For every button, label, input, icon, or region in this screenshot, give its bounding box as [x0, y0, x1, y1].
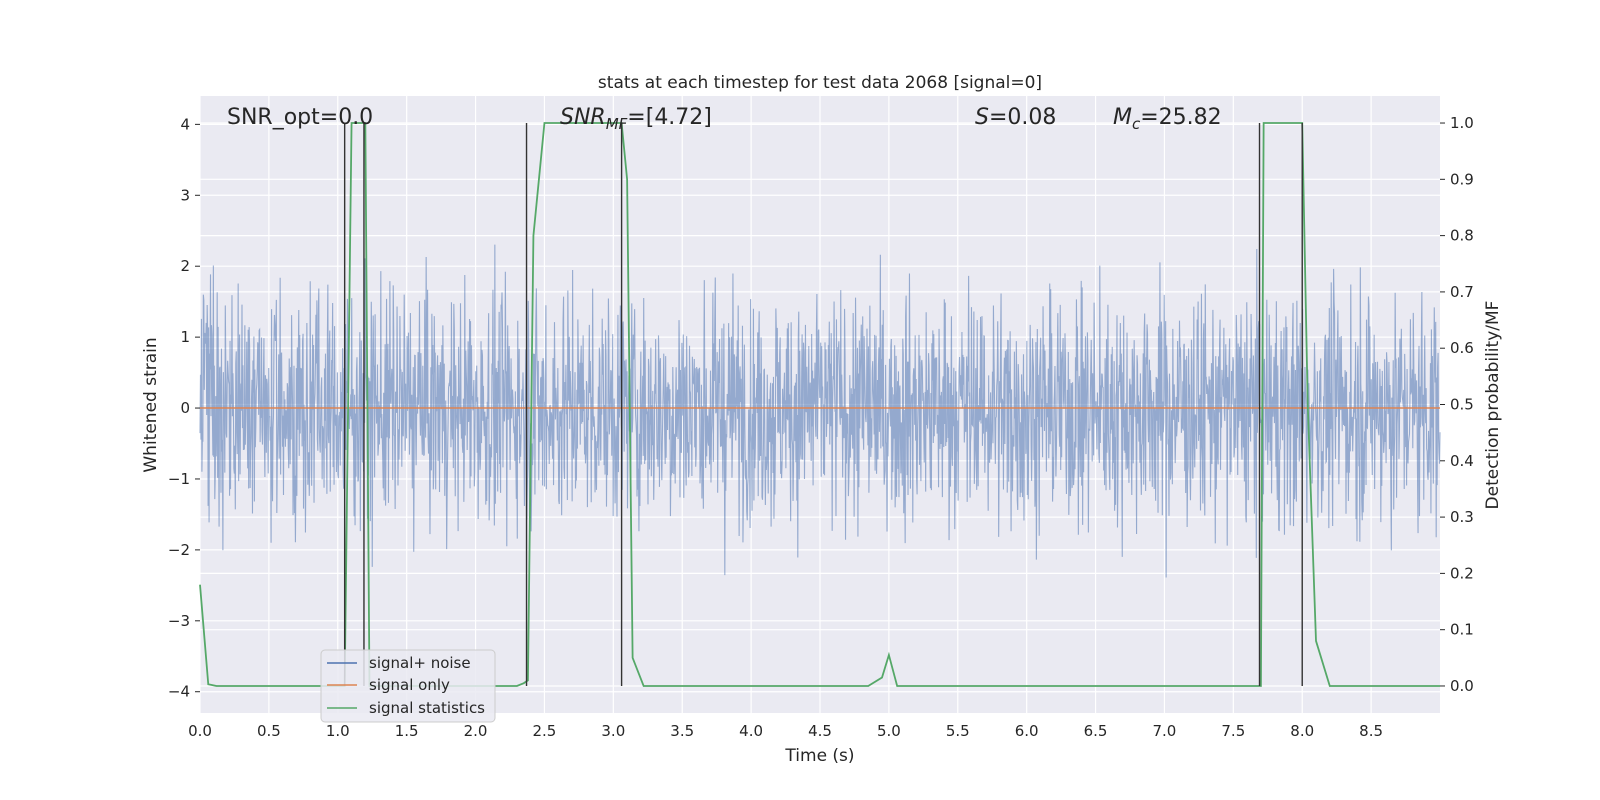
x-tick-label: 8.0 [1290, 722, 1314, 740]
legend-box [320, 649, 496, 723]
x-tick-label: 5.0 [877, 722, 901, 740]
mc-sub: c [1132, 115, 1141, 133]
vertical-markers [343, 123, 1303, 686]
annotation-snr-mf: SNRMF=[4.72] [560, 105, 712, 133]
y-tick-label: 2 [180, 257, 190, 275]
signal-noise-series [199, 244, 1441, 578]
y2-tick-label: 1.0 [1450, 114, 1474, 132]
mc-value: =25.82 [1140, 105, 1221, 130]
legend-label-signal-noise: signal+ noise [369, 654, 471, 672]
snr-mf-sub: MF [606, 115, 628, 133]
chart-title: stats at each timestep for test data 206… [598, 73, 1042, 93]
x-tick-label: 0.5 [257, 722, 281, 740]
y2-tick-label: 0.7 [1450, 283, 1474, 301]
x-tick-label: 5.5 [946, 722, 970, 740]
x-tick-label: 4.5 [808, 722, 832, 740]
x-axis-label: Time (s) [784, 746, 854, 766]
s-value: =0.08 [989, 105, 1056, 130]
signal-noise-line [199, 244, 1441, 578]
x-tick-label: 3.0 [601, 722, 625, 740]
x-tick-label: 2.0 [464, 722, 488, 740]
s-label: S [975, 105, 989, 130]
y2-tick-label: 0.9 [1450, 170, 1474, 188]
x-tick-label: 7.0 [1153, 722, 1177, 740]
y-axis-ticks: −4 −3 −2 −1 0 1 2 3 4 [168, 115, 200, 701]
x-tick-label: 0.0 [188, 722, 212, 740]
x-tick-label: 4.0 [739, 722, 763, 740]
annotation-mc: Mc=25.82 [1113, 105, 1222, 133]
legend-label-signal-only: signal only [369, 676, 450, 694]
signal-statistics-line [199, 122, 1440, 687]
grid [199, 96, 1440, 713]
x-tick-label: 6.0 [1015, 722, 1039, 740]
signal-statistics-series [199, 122, 1440, 687]
y2-axis-label: Detection probability/MF [1483, 301, 1503, 510]
y2-tick-label: 0.5 [1450, 396, 1474, 414]
y-tick-label: 1 [180, 328, 190, 346]
x-axis-ticks: 0.0 0.5 1.0 1.5 2.0 2.5 3.0 3.5 4.0 4.5 5.0 5.5 6.0 6… [188, 722, 1383, 740]
snr-mf-base: SNR [560, 105, 606, 130]
y2-tick-label: 0.8 [1450, 227, 1474, 245]
y-tick-label: 0 [180, 399, 190, 417]
y-tick-label: 4 [180, 115, 190, 133]
y-axis-label: Whitened strain [141, 337, 161, 472]
annotation-snr-opt: SNR_opt=0.0 [227, 105, 373, 130]
x-tick-label: 1.0 [326, 722, 350, 740]
y2-tick-label: 0.3 [1450, 508, 1474, 526]
x-tick-label: 7.5 [1221, 722, 1245, 740]
y2-tick-label: 0.0 [1450, 677, 1474, 695]
x-tick-label: 6.5 [1084, 722, 1108, 740]
x-tick-label: 8.5 [1359, 722, 1383, 740]
legend: signal+ noise signal only signal statist… [320, 649, 496, 723]
x-tick-label: 3.5 [670, 722, 694, 740]
y-tick-label: −3 [168, 612, 190, 630]
y-tick-label: 3 [180, 186, 190, 204]
legend-label-signal-statistics: signal statistics [369, 699, 485, 717]
annotation-s: S=0.08 [975, 105, 1056, 130]
y-tick-label: −2 [168, 541, 190, 559]
y2-axis-ticks: 0.0 0.1 0.2 0.3 0.4 0.5 0.6 0.7 0.8 0.9 1.0 [1440, 114, 1474, 695]
x-tick-label: 1.5 [395, 722, 419, 740]
mc-base: M [1113, 105, 1132, 130]
snr-mf-value: =[4.72] [627, 105, 712, 130]
y-tick-label: −1 [168, 470, 190, 488]
y2-tick-label: 0.2 [1450, 564, 1474, 582]
y2-tick-label: 0.6 [1450, 339, 1474, 357]
x-tick-label: 2.5 [533, 722, 557, 740]
y2-tick-label: 0.4 [1450, 452, 1474, 470]
y2-tick-label: 0.1 [1450, 621, 1474, 639]
y-tick-label: −4 [168, 683, 190, 701]
